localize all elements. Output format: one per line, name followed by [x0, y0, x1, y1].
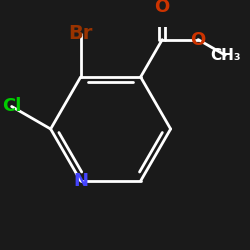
Text: N: N	[73, 172, 88, 190]
Text: O: O	[154, 0, 170, 16]
Text: Cl: Cl	[2, 98, 21, 116]
Text: CH₃: CH₃	[210, 48, 240, 63]
Text: O: O	[190, 30, 206, 48]
Text: Br: Br	[68, 24, 93, 43]
